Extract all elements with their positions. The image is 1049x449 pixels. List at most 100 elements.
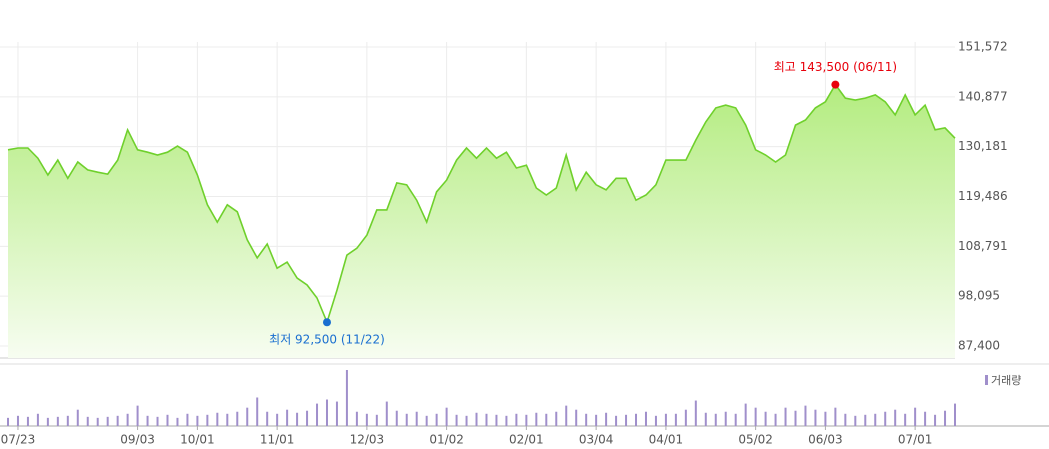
x-tick-label: 12/03	[350, 433, 385, 447]
volume-bar	[276, 413, 279, 426]
volume-bar	[136, 405, 139, 426]
volume-bar	[485, 413, 488, 426]
volume-bar	[774, 413, 777, 426]
volume-bar	[794, 410, 797, 426]
y-tick-label: 119,486	[958, 189, 1008, 203]
volume-bar	[26, 416, 29, 426]
volume-bar	[874, 413, 877, 426]
volume-bar	[944, 410, 947, 426]
volume-bar	[605, 412, 608, 426]
volume-bar	[754, 407, 757, 426]
x-tick-label: 02/01	[509, 433, 544, 447]
volume-bar	[196, 415, 199, 426]
volume-bar	[525, 414, 528, 426]
volume-bar	[824, 411, 827, 426]
volume-bar	[256, 397, 259, 426]
price-area	[8, 84, 955, 358]
volume-bar	[405, 413, 408, 426]
volume-bar	[714, 413, 717, 426]
volume-bar	[246, 407, 249, 426]
high-label: 최고 143,500 (06/11)	[774, 60, 897, 74]
volume-bar	[36, 413, 39, 426]
volume-bar	[76, 409, 79, 426]
volume-bar	[595, 414, 598, 426]
volume-bar	[126, 413, 129, 426]
volume-bar	[615, 415, 618, 426]
volume-bar	[834, 407, 837, 426]
volume-bar	[475, 412, 478, 426]
volume-bar	[764, 411, 767, 426]
volume-bar	[625, 414, 628, 426]
y-tick-label: 130,181	[958, 139, 1008, 153]
volume-bar	[684, 409, 687, 426]
volume-bar	[505, 415, 508, 426]
volume-bar	[176, 417, 179, 426]
volume-bar	[216, 412, 219, 426]
volume-bar	[555, 411, 558, 426]
y-tick-label: 98,095	[958, 289, 1000, 303]
volume-bar	[934, 414, 937, 426]
volume-bar	[854, 415, 857, 426]
volume-bar	[884, 411, 887, 426]
volume-bar	[226, 413, 229, 426]
volume-bar	[844, 413, 847, 426]
price-line	[7, 83, 956, 325]
volume-bar	[954, 403, 956, 426]
x-tick-label: 11/01	[260, 433, 295, 447]
volume-bar	[166, 414, 169, 426]
volume-bar	[16, 415, 19, 426]
volume-bar	[66, 415, 69, 426]
volume-bar	[445, 407, 448, 426]
volume-bar	[435, 413, 438, 426]
x-tick-label: 06/03	[808, 433, 843, 447]
x-tick-label: 03/04	[579, 433, 614, 447]
volume-bar	[515, 413, 518, 426]
volume-bar	[465, 415, 468, 426]
volume-bar	[156, 416, 159, 426]
volume-bar	[206, 414, 209, 426]
volume-bar	[704, 412, 707, 426]
volume-bar	[395, 410, 398, 426]
y-tick-label: 151,572	[958, 40, 1008, 54]
volume-bar	[425, 415, 428, 426]
volume-bar	[734, 413, 737, 426]
volume-bar	[744, 403, 747, 426]
volume-bar	[116, 415, 119, 426]
volume-bar	[575, 409, 578, 426]
volume-bar	[724, 411, 727, 426]
volume-bar	[495, 414, 498, 426]
volume-bar	[96, 417, 99, 426]
volume-bar	[784, 407, 787, 426]
volume-bar	[345, 370, 348, 426]
volume-bar	[694, 400, 697, 426]
volume-bar	[455, 414, 458, 426]
volume-bar	[236, 411, 239, 426]
volume-bar	[325, 399, 328, 426]
volume-bar	[904, 413, 907, 426]
volume-bar	[894, 409, 897, 426]
volume-bar	[106, 416, 109, 426]
volume-bar	[266, 411, 269, 426]
volume-bar	[355, 411, 358, 426]
volume-bar	[286, 409, 289, 426]
x-tick-label: 09/03	[120, 433, 155, 447]
volume-bar	[296, 412, 299, 426]
low-marker	[322, 318, 331, 327]
volume-bar	[585, 413, 588, 426]
volume-bar	[375, 414, 378, 426]
x-tick-label: 05/02	[738, 433, 773, 447]
legend-swatch	[985, 375, 988, 385]
x-tick-label: 07/01	[898, 433, 933, 447]
volume-bar	[146, 415, 149, 426]
y-tick-label: 87,400	[958, 339, 1000, 353]
volume-bar	[186, 413, 189, 426]
volume-bar	[415, 411, 418, 426]
volume-bar	[644, 411, 647, 426]
volume-bar	[7, 417, 9, 426]
volume-bar	[56, 416, 59, 426]
volume-bar	[86, 416, 89, 426]
volume-bar	[545, 413, 548, 426]
volume-bar	[804, 405, 807, 426]
